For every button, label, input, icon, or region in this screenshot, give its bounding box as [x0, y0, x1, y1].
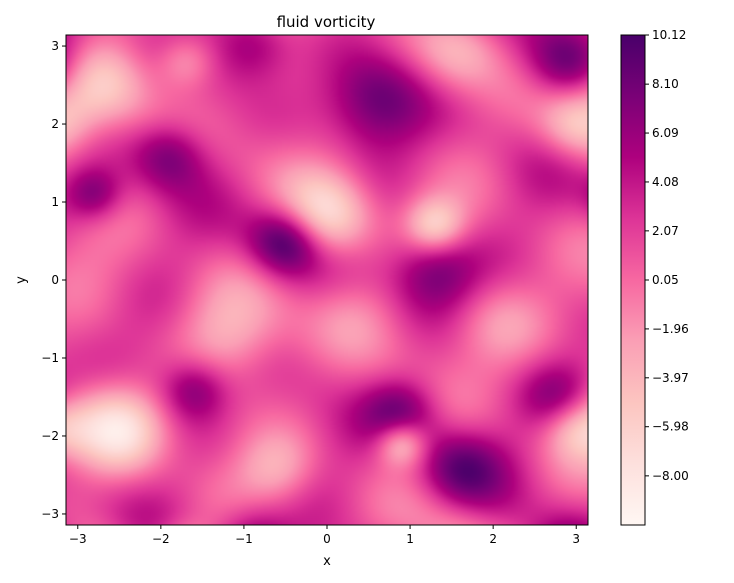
- y-axis: −3 −2 −1 0 1 2 3: [41, 39, 66, 521]
- plot-area: [65, 34, 589, 526]
- x-tick-label: −2: [152, 532, 170, 546]
- colorbar-tick-label: 8.10: [652, 77, 679, 91]
- x-tick-label: −1: [235, 532, 253, 546]
- colorbar-tick-label: 6.09: [652, 126, 679, 140]
- x-tick-label: 2: [489, 532, 497, 546]
- y-tick-label: 0: [51, 273, 59, 287]
- colorbar-tick-label: −8.00: [652, 469, 689, 483]
- colorbar-tick-label: −1.96: [652, 322, 689, 336]
- x-tick-label: 0: [323, 532, 331, 546]
- x-axis: −3 −2 −1 0 1 2 3: [69, 525, 580, 546]
- x-axis-label: x: [323, 554, 331, 569]
- colorbar-gradient: [621, 35, 645, 525]
- chart-title: fluid vorticity: [277, 13, 376, 31]
- colorbar-tick-label: 0.05: [652, 273, 679, 287]
- colorbar-tick-label: −3.97: [652, 371, 689, 385]
- colorbar-tick-label: −5.98: [652, 420, 689, 434]
- heatmap-image: [66, 35, 588, 525]
- y-axis-label: y: [14, 276, 29, 284]
- y-tick-label: −2: [41, 429, 59, 443]
- colorbar: 10.12 8.10 6.09 4.08 2.07 0.05 −1.96 −3.97 −5.98…: [620, 28, 689, 526]
- y-tick-label: −1: [41, 351, 59, 365]
- colorbar-tick-label: 2.07: [652, 224, 679, 238]
- y-tick-label: 2: [51, 117, 59, 131]
- x-tick-label: 3: [572, 532, 580, 546]
- colorbar-ticks: 10.12 8.10 6.09 4.08 2.07 0.05 −1.96 −3.97 −5.98…: [645, 28, 689, 483]
- x-tick-label: −3: [69, 532, 87, 546]
- y-tick-label: 1: [51, 195, 59, 209]
- x-tick-label: 1: [406, 532, 414, 546]
- colorbar-tick-label: 10.12: [652, 28, 686, 42]
- y-tick-label: −3: [41, 507, 59, 521]
- y-tick-label: 3: [51, 39, 59, 53]
- colorbar-tick-label: 4.08: [652, 175, 679, 189]
